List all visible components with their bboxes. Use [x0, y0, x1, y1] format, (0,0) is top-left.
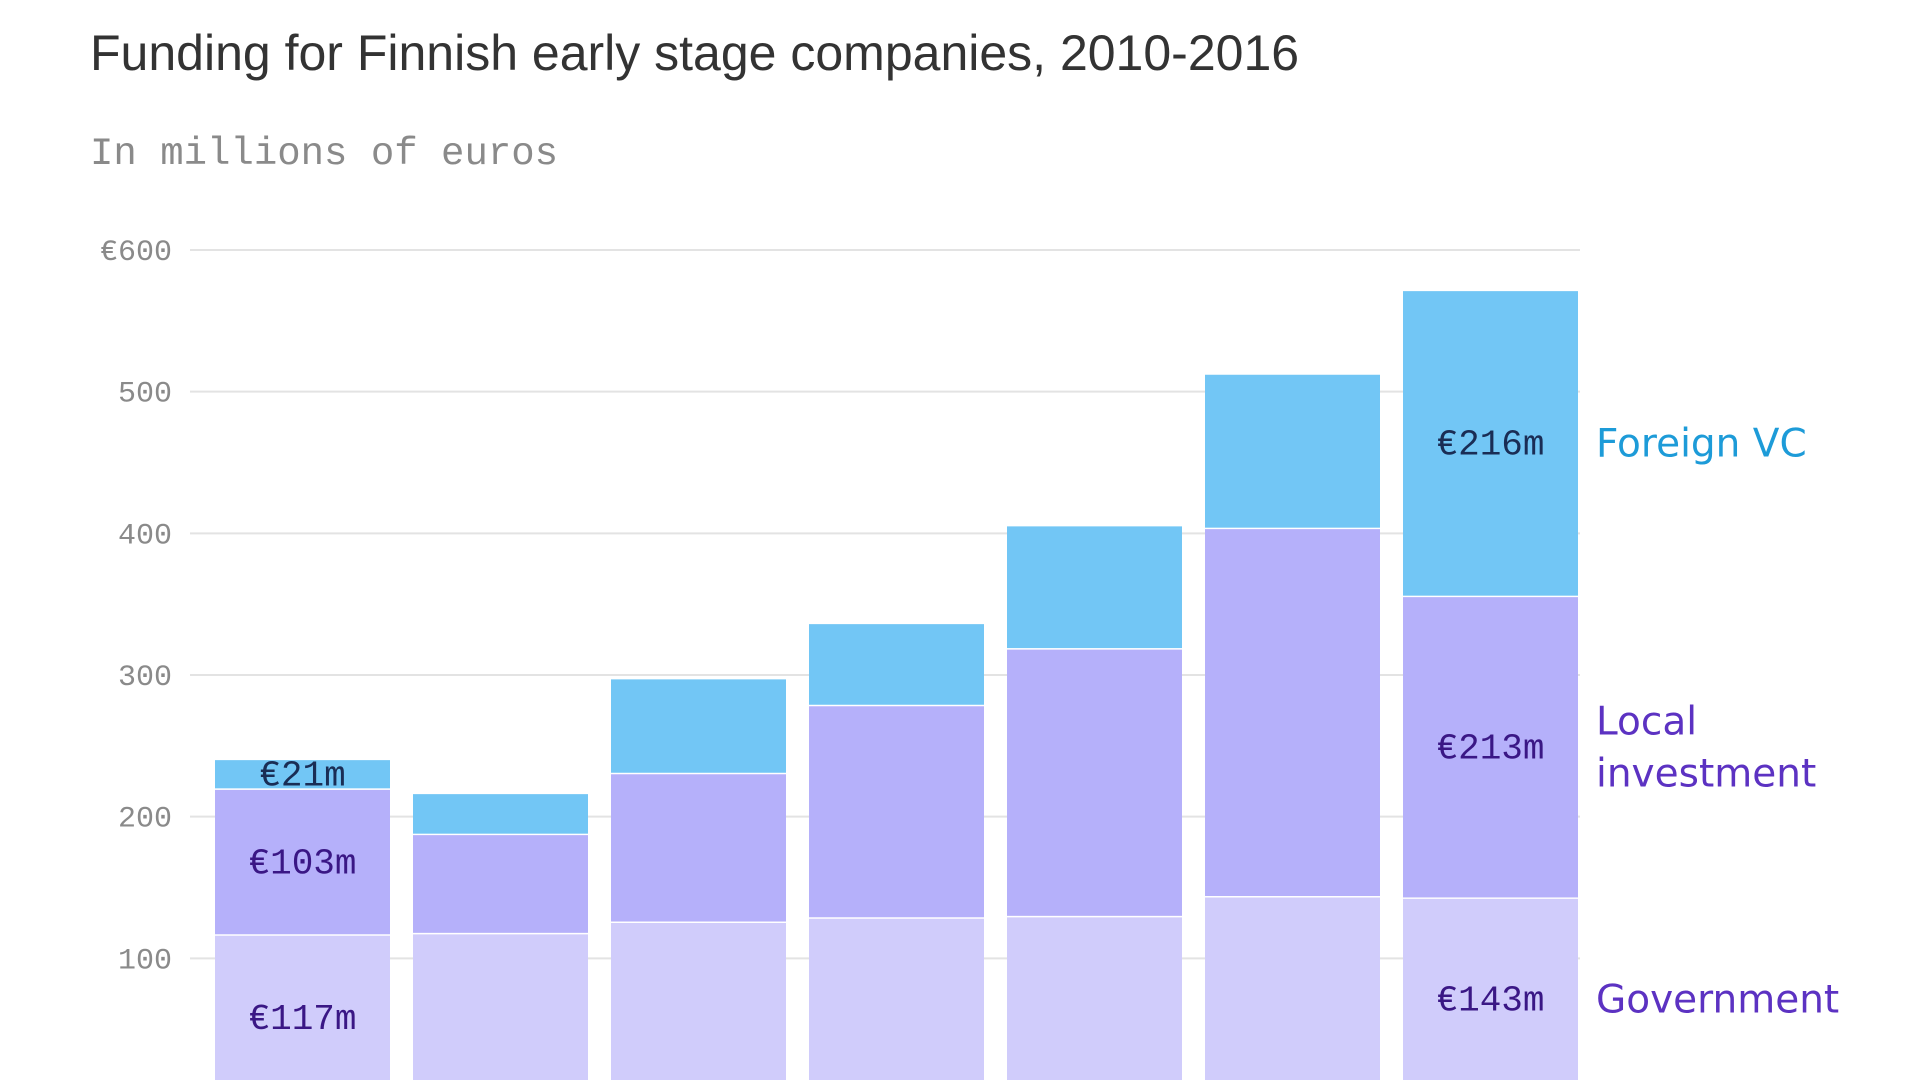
bar-segment — [413, 833, 588, 933]
y-tick-label: 400 — [118, 519, 172, 553]
bar-segment — [1205, 527, 1380, 897]
legend-label: Foreign VC — [1596, 422, 1807, 467]
data-label: €143m — [1436, 981, 1544, 1022]
bar-segment — [413, 932, 588, 1080]
bar-segment — [1007, 524, 1182, 649]
y-tick-label: 200 — [118, 803, 172, 837]
bar-segment — [611, 772, 786, 922]
bar-segment — [215, 934, 390, 1080]
data-label: €117m — [248, 999, 356, 1040]
data-label: €103m — [248, 843, 356, 884]
y-tick-label: 100 — [118, 944, 172, 978]
y-tick-label: €600 — [100, 236, 172, 270]
bar-segment — [215, 788, 390, 935]
data-label: €21m — [259, 755, 345, 796]
bar-segment — [215, 758, 390, 789]
bar-segment — [1403, 595, 1578, 898]
bar-segment — [1007, 915, 1182, 1080]
legend-label: Local — [1596, 700, 1697, 745]
bar-segment — [1205, 373, 1380, 528]
chart-subtitle: In millions of euros — [90, 132, 559, 176]
data-label: €216m — [1436, 425, 1544, 466]
bar-segment — [809, 917, 984, 1080]
bar-segment — [611, 677, 786, 773]
bar-segment — [1205, 896, 1380, 1080]
bar-segment — [809, 622, 984, 705]
bar-segment — [413, 792, 588, 834]
bar-segment — [611, 921, 786, 1080]
bar-segment — [1403, 897, 1578, 1080]
data-label: €213m — [1436, 729, 1544, 770]
bar-segment — [809, 704, 984, 918]
chart-title: Funding for Finnish early stage companie… — [90, 25, 1300, 81]
y-tick-label: 500 — [118, 378, 172, 412]
y-tick-label: 300 — [118, 661, 172, 695]
legend-label: investment — [1596, 752, 1816, 797]
bar-segment — [1403, 289, 1578, 596]
legend-label: Government — [1596, 978, 1839, 1023]
bar-segment — [1007, 648, 1182, 916]
